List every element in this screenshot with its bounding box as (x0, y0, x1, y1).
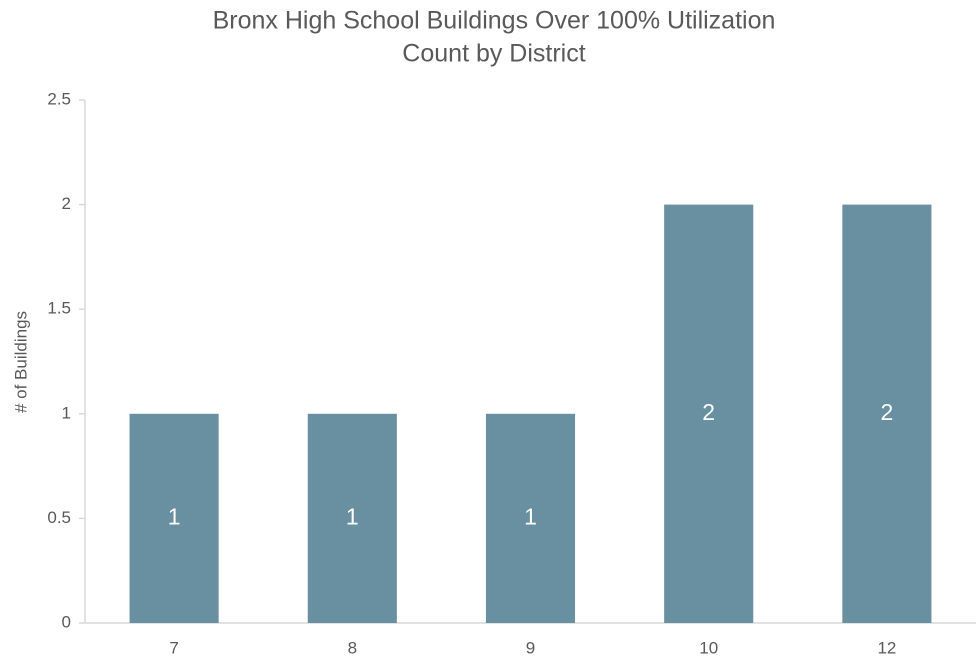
x-tick-label: 8 (348, 638, 357, 657)
bar (485, 413, 576, 623)
y-tick-label: 0 (62, 612, 71, 631)
y-tick-label: 0.5 (47, 508, 71, 527)
y-tick-label: 1 (62, 403, 71, 422)
data-label: 1 (346, 503, 359, 529)
x-tick-label: 9 (526, 638, 535, 657)
data-label: 1 (168, 503, 181, 529)
y-tick-label: 2 (62, 194, 71, 213)
chart-subtitle: Count by District (402, 40, 585, 68)
bar (307, 413, 397, 623)
x-tick-label: 7 (169, 638, 178, 657)
y-tick-label: 1.5 (47, 299, 71, 318)
x-tick-label: 10 (699, 638, 718, 657)
y-axis-label: # of Buildings (11, 311, 30, 413)
y-tick-label: 2.5 (47, 89, 71, 108)
bar (664, 204, 754, 623)
data-label: 2 (881, 399, 894, 425)
chart-title: Bronx High School Buildings Over 100% Ut… (213, 7, 776, 35)
bar (842, 204, 932, 623)
bar (129, 413, 219, 623)
data-label: 1 (524, 503, 537, 529)
x-tick-label: 12 (877, 638, 896, 657)
data-label: 2 (702, 399, 715, 425)
